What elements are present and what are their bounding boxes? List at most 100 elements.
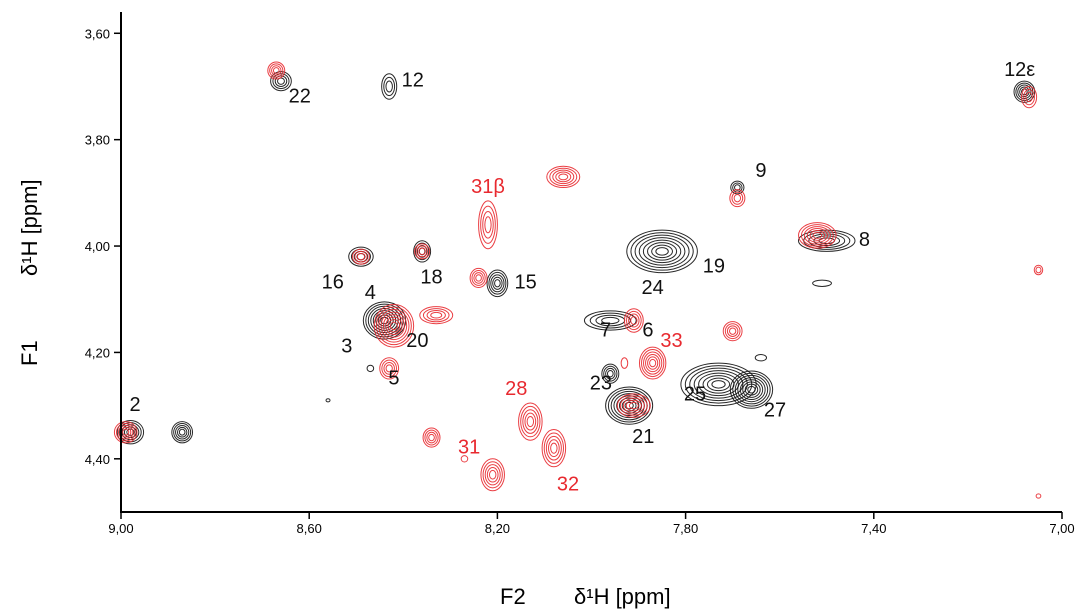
peak-label: 31	[458, 436, 480, 458]
contour-ring	[480, 458, 505, 492]
contour-ring	[546, 165, 581, 189]
contour-ring	[724, 323, 741, 340]
y-axis-ticks: 3,60 3,80 4,00 4,20 4,40	[85, 26, 121, 467]
contour-peak-black	[601, 363, 620, 384]
contour-peak-black	[754, 354, 768, 362]
contour-ring	[645, 353, 661, 373]
contour-ring	[426, 431, 437, 444]
contour-ring	[806, 228, 828, 243]
contour-ring	[1035, 493, 1042, 499]
contour-ring	[1017, 84, 1032, 100]
y-tick-label: 4,40	[85, 452, 110, 467]
contour-peak-red	[414, 243, 431, 260]
contour-ring	[616, 393, 651, 418]
peak-label: 27	[764, 399, 786, 421]
contour-peak-red	[1033, 264, 1044, 276]
peak-label: 23	[590, 373, 612, 395]
peak-label: 9	[755, 160, 766, 182]
contour-ring	[623, 308, 644, 333]
contour-peak-red	[616, 393, 651, 418]
x-tick-label: 9,00	[108, 521, 133, 536]
contour-peak-red	[419, 306, 454, 325]
contour-ring	[378, 309, 410, 343]
contour-peak-black	[366, 364, 375, 373]
contour-ring	[583, 310, 637, 331]
contour-ring	[630, 232, 694, 271]
contour-ring	[382, 314, 405, 338]
contour-ring	[522, 409, 539, 434]
contour-ring	[548, 439, 560, 458]
contour-ring	[605, 367, 616, 380]
contour-ring	[524, 412, 537, 431]
contour-ring	[267, 61, 286, 80]
contour-ring	[126, 428, 135, 436]
peak-label: 21	[632, 426, 654, 448]
peak-label: 15	[515, 272, 537, 294]
contour-ring	[734, 374, 769, 405]
contour-ring	[418, 247, 426, 256]
contour-ring	[492, 276, 503, 290]
contour-ring	[178, 428, 186, 436]
contour-ring	[413, 240, 432, 263]
contour-ring	[545, 435, 562, 461]
contour-ring	[1025, 92, 1033, 103]
contour-peak-red	[722, 321, 743, 342]
contour-ring	[731, 191, 744, 205]
contour-ring	[494, 279, 501, 288]
contour-peak-red	[518, 402, 543, 441]
contour-ring	[643, 351, 663, 375]
contour-ring	[737, 377, 766, 403]
contour-ring	[370, 307, 399, 334]
contour-ring	[385, 80, 393, 93]
contour-ring	[809, 229, 826, 241]
contour-ring	[490, 274, 505, 293]
peak-label: 7	[600, 319, 611, 341]
contour-ring	[478, 200, 498, 250]
peak-label: 18	[420, 266, 442, 288]
peak-label: 3	[341, 335, 352, 357]
contour-ring	[744, 383, 759, 396]
contour-peak-red	[480, 458, 505, 492]
contour-ring	[366, 364, 375, 373]
contour-ring	[379, 357, 400, 380]
contour-ring	[642, 239, 682, 264]
contour-ring	[638, 237, 686, 266]
contour-ring	[118, 424, 134, 440]
contour-ring	[803, 226, 831, 245]
contour-ring	[482, 461, 503, 489]
contour-peak-red	[541, 429, 567, 468]
y-tick-label: 4,20	[85, 345, 110, 360]
contour-ring	[1013, 80, 1036, 103]
peak-label: 32	[557, 474, 579, 496]
contour-ring	[729, 189, 746, 208]
peak-label: 16	[322, 272, 344, 294]
contour-peak-red	[729, 189, 746, 208]
contour-peak-black	[171, 421, 194, 444]
contour-ring	[605, 386, 654, 425]
contour-peak-red	[422, 427, 441, 448]
contour-ring	[383, 361, 395, 375]
contour-ring	[385, 316, 403, 336]
contour-ring	[798, 229, 856, 252]
contour-ring	[171, 421, 194, 444]
contour-ring	[732, 372, 771, 407]
x-tick-label: 7,80	[673, 521, 698, 536]
contour-ring	[122, 428, 130, 436]
contour-ring	[626, 310, 642, 331]
contour-ring	[812, 279, 832, 287]
contour-ring	[624, 401, 634, 410]
contour-ring	[622, 397, 645, 414]
contour-peak-black	[730, 180, 745, 195]
contour-ring	[486, 467, 499, 483]
contour-ring	[488, 469, 497, 480]
contour-ring	[628, 313, 640, 328]
contour-ring	[482, 210, 494, 239]
x-tick-label: 8,20	[485, 521, 510, 536]
contour-ring	[373, 304, 415, 348]
contour-peak-red	[620, 357, 629, 369]
contour-peak-black	[381, 73, 398, 100]
contour-ring	[272, 67, 280, 74]
contour-ring	[655, 247, 669, 256]
contour-ring	[680, 362, 757, 407]
